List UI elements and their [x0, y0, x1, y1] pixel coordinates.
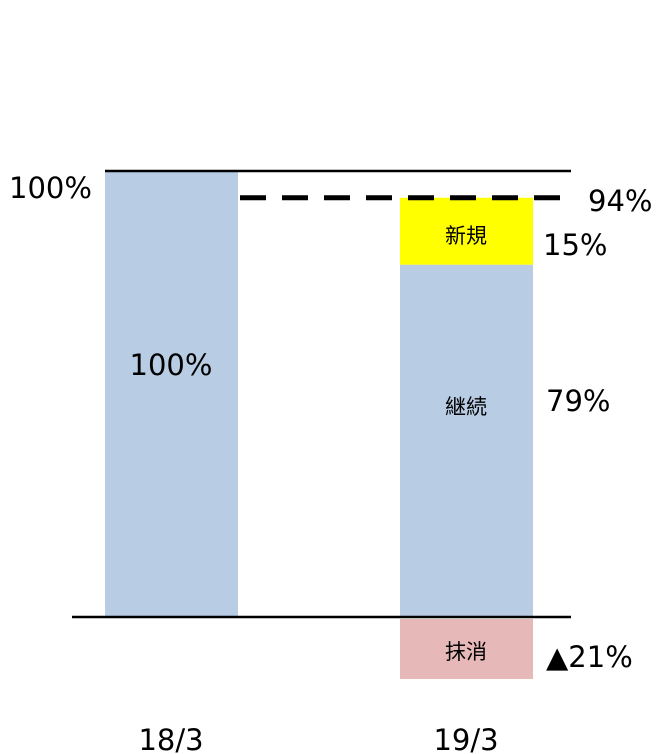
data-label-new: 15%: [543, 228, 607, 262]
segment-label-removed: 抹消: [445, 640, 487, 664]
data-label-18-3: 100%: [130, 348, 213, 382]
data-label-removed: ▲21%: [546, 640, 633, 674]
bar-19-3-continuing: [400, 264, 533, 617]
segment-label-continuing: 継続: [445, 395, 487, 419]
segment-label-new: 新規: [445, 224, 487, 248]
bar-19-3-new: [400, 197, 533, 265]
bar-19-3-removed: [400, 619, 533, 679]
x-tick-label-19-3: 19/3: [433, 723, 498, 754]
reference-label-94: 94%: [588, 184, 652, 218]
x-tick-label-18-3: 18/3: [138, 723, 203, 754]
reference-label-100: 100%: [9, 171, 92, 205]
data-label-continuing: 79%: [546, 384, 610, 418]
bar-18-3-continuing: [105, 171, 238, 617]
